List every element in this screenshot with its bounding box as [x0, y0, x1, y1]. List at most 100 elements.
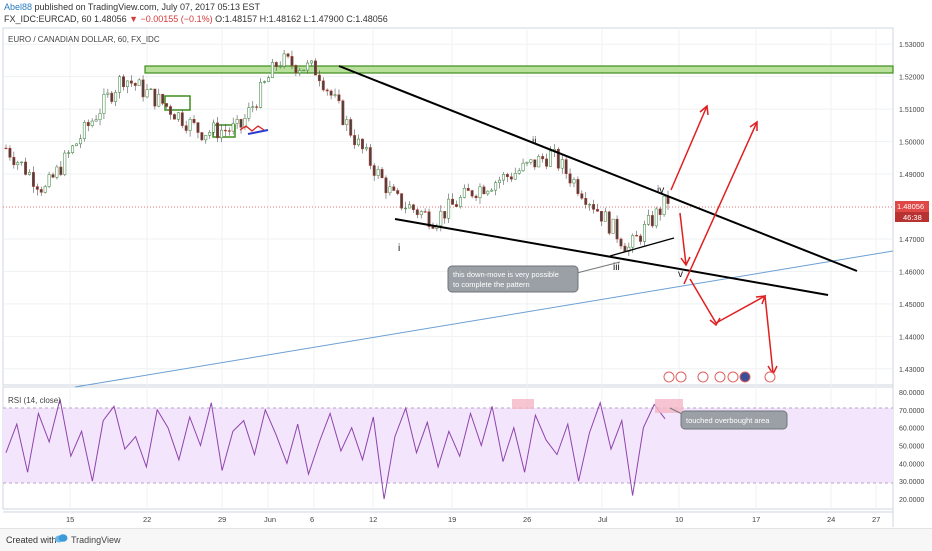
symbol-info: FX_IDC:EURCAD, 60 1.48056 ▼ −0.00155 (−0… — [4, 14, 388, 24]
candle — [317, 74, 321, 82]
callout-2[interactable] — [680, 410, 788, 430]
resistance-zone[interactable] — [144, 65, 894, 74]
arrow-down-v[interactable] — [679, 212, 687, 266]
rsi-tick-label: 30.0000 — [899, 479, 924, 486]
candle — [169, 106, 172, 115]
candle — [122, 76, 125, 87]
flag-icon[interactable] — [714, 371, 726, 383]
callout-1[interactable] — [447, 265, 579, 293]
candle — [415, 209, 419, 215]
candle — [12, 157, 16, 166]
candle — [376, 169, 380, 176]
projection-arrows[interactable] — [670, 104, 778, 376]
time-tick-label: 29 — [218, 515, 226, 524]
long-trendline[interactable] — [74, 250, 894, 388]
candle — [63, 152, 67, 175]
lower-trendline[interactable] — [394, 218, 829, 296]
candle — [525, 161, 529, 164]
candle — [482, 186, 486, 195]
candle — [274, 62, 278, 67]
symbol-label: FX_IDC:EURCAD, 60 — [4, 14, 92, 24]
candle — [404, 207, 408, 210]
candle — [333, 94, 337, 96]
time-tick-label: 17 — [752, 515, 760, 524]
candle — [75, 143, 78, 147]
rsi-tick-label: 50.0000 — [899, 444, 924, 451]
arrow-up-2[interactable] — [683, 121, 758, 285]
candle — [212, 122, 216, 133]
flag-icon[interactable] — [727, 371, 739, 383]
candle — [427, 211, 431, 227]
candle — [545, 158, 549, 167]
candle — [361, 138, 364, 150]
arrow-up-2-head — [749, 120, 758, 131]
upper-trendline[interactable] — [338, 65, 858, 272]
arrow-path-head-2 — [755, 295, 767, 305]
candle — [102, 94, 106, 114]
callout-2-text: touched overbought area — [686, 416, 770, 425]
arrow-down-path[interactable] — [689, 278, 774, 374]
flag-icon[interactable] — [675, 371, 687, 383]
candle — [611, 218, 615, 234]
candle — [447, 198, 451, 219]
candle — [302, 69, 306, 72]
candle — [411, 204, 415, 210]
candle — [82, 122, 86, 139]
time-tick-label: 19 — [448, 515, 456, 524]
price-tick-label: 1.45000 — [899, 302, 924, 309]
candle — [494, 182, 498, 191]
candle — [282, 53, 286, 67]
arrow-down-v-head — [680, 256, 691, 267]
candle — [458, 197, 462, 207]
candle — [635, 235, 639, 237]
support-box-1[interactable] — [164, 95, 191, 111]
candle — [392, 186, 396, 191]
candle — [306, 62, 310, 71]
rsi-tick-label: 60.0000 — [899, 426, 924, 433]
price-change: ▼ −0.00155 (−0.1%) — [129, 14, 213, 24]
candle — [486, 190, 490, 195]
candle — [646, 215, 650, 225]
candle — [24, 161, 28, 175]
price-tick-label: 1.49000 — [899, 172, 924, 179]
author-name[interactable]: Abel88 — [4, 2, 33, 12]
candle — [90, 120, 94, 126]
candle — [364, 147, 368, 150]
candle — [639, 235, 643, 242]
candle — [141, 79, 145, 98]
candle — [650, 215, 654, 227]
candle — [86, 122, 90, 126]
arrow-up-1[interactable] — [670, 105, 708, 191]
price-tick-label: 1.44000 — [899, 334, 924, 341]
brand-text[interactable]: TradingView — [71, 535, 121, 545]
candle — [4, 147, 8, 150]
candle — [384, 177, 388, 194]
candle — [235, 119, 239, 124]
candle — [643, 224, 646, 242]
candle — [325, 89, 329, 92]
candle — [8, 148, 12, 158]
rsi-highlight-2 — [655, 399, 683, 413]
candle — [372, 165, 376, 176]
candle — [106, 92, 110, 95]
wave-iii-iv-line[interactable] — [609, 237, 675, 257]
flag-icon[interactable] — [764, 371, 776, 383]
candle — [78, 138, 82, 145]
candle — [596, 209, 599, 212]
footer: Created with TradingView — [0, 528, 932, 551]
wave-label-iv: iv — [657, 185, 664, 196]
rsi-line — [5, 398, 666, 500]
candle — [263, 81, 266, 83]
flag-icon[interactable] — [663, 371, 675, 383]
price-tick-label: 1.52000 — [899, 75, 924, 82]
time-tick-label: 15 — [66, 515, 74, 524]
flag-icon[interactable] — [739, 371, 751, 383]
candle — [396, 190, 400, 194]
candle — [607, 211, 611, 234]
event-icons[interactable] — [663, 371, 776, 383]
flag-icon[interactable] — [697, 371, 709, 383]
candle — [188, 119, 192, 131]
candle — [521, 162, 525, 171]
candle — [180, 112, 184, 126]
candle — [278, 65, 282, 68]
